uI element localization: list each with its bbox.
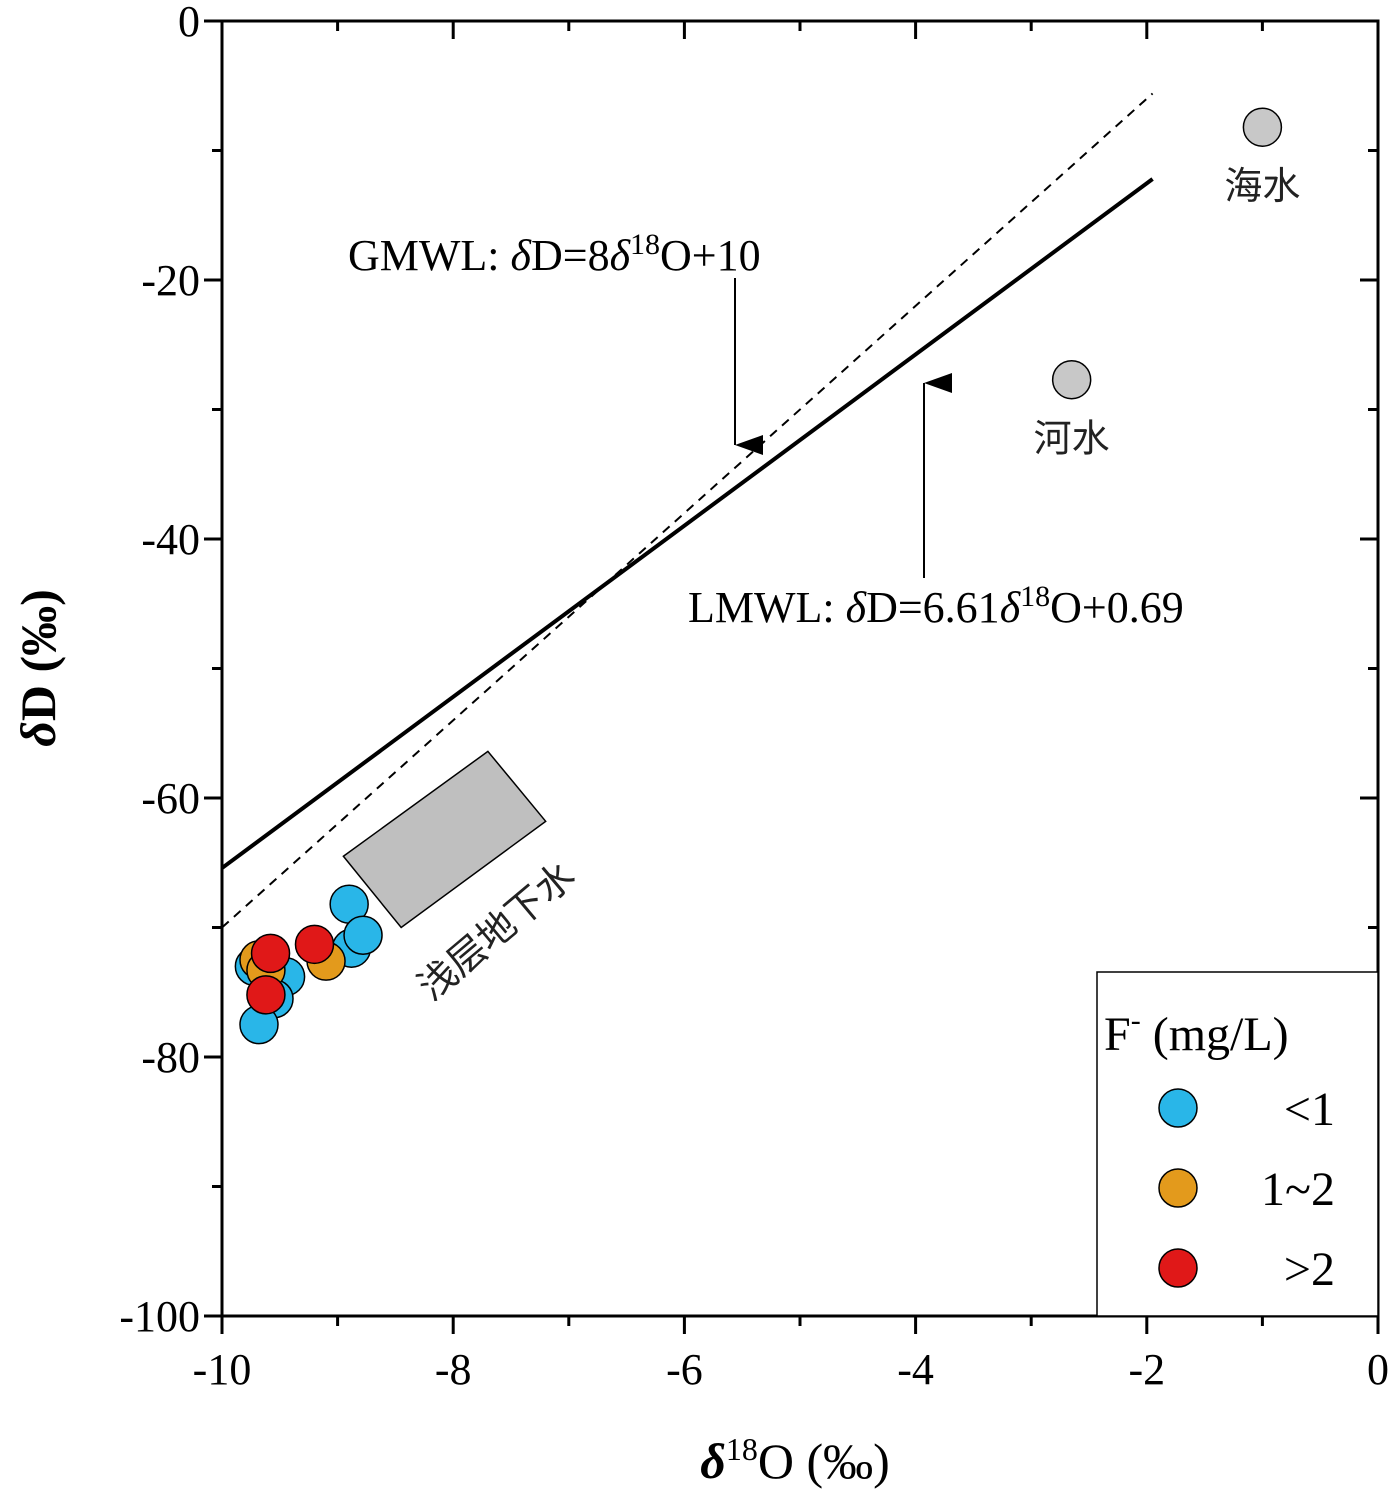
y-tick-label: 0 [178, 0, 200, 46]
legend-label: >2 [1284, 1243, 1335, 1296]
shallow-groundwater-region [342, 750, 547, 929]
y-tick-labels: 0 -20 -40 -60 -80 -100 [119, 0, 200, 1341]
legend-marker [1158, 1088, 1198, 1128]
legend: F- (mg/L) <1 1~2 >2 [1096, 971, 1379, 1317]
gmwl-line [221, 92, 1154, 929]
gmwl-label: GMWL: δD=8δ18O+10 [348, 228, 761, 280]
data-point [343, 915, 383, 956]
legend-box [1096, 971, 1379, 1317]
data-point [250, 933, 291, 974]
y-tick-label: -100 [119, 1292, 200, 1341]
legend-label: <1 [1284, 1083, 1335, 1136]
y-axis-title: δD (‰) [10, 589, 66, 747]
legend-items: <1 1~2 >2 [1158, 1083, 1335, 1296]
lmwl-line [220, 177, 1154, 870]
x-tick-label: -8 [435, 1345, 472, 1394]
y-tick-label: -80 [141, 1033, 200, 1082]
x-axis-title: δ18O (‰) [700, 1431, 890, 1489]
y-tick-label: -20 [141, 256, 200, 305]
reference-point [1051, 359, 1092, 400]
x-tick-label: 0 [1367, 1345, 1389, 1394]
x-tick-labels: -10 -8 -6 -4 -2 0 [193, 1345, 1389, 1394]
y-tick-label: -40 [141, 515, 200, 564]
legend-marker [1158, 1168, 1198, 1208]
data-point [246, 975, 286, 1015]
reference-point [1242, 107, 1283, 147]
x-tick-label: -10 [193, 1345, 252, 1394]
x-tick-label: -6 [666, 1345, 703, 1394]
data-point [294, 924, 335, 965]
data-points [234, 884, 383, 1045]
reference-point-label: 海水 [1224, 164, 1300, 208]
x-tick-label: -4 [897, 1345, 934, 1394]
y-tick-label: -60 [141, 774, 200, 823]
lmwl-label: LMWL: δD=6.61δ18O+0.69 [688, 580, 1184, 632]
x-tick-label: -2 [1128, 1345, 1165, 1394]
legend-title: F- (mg/L) [1104, 1004, 1289, 1061]
reference-point-label: 河水 [1034, 417, 1110, 461]
legend-label: 1~2 [1261, 1163, 1335, 1216]
legend-marker [1158, 1248, 1198, 1288]
